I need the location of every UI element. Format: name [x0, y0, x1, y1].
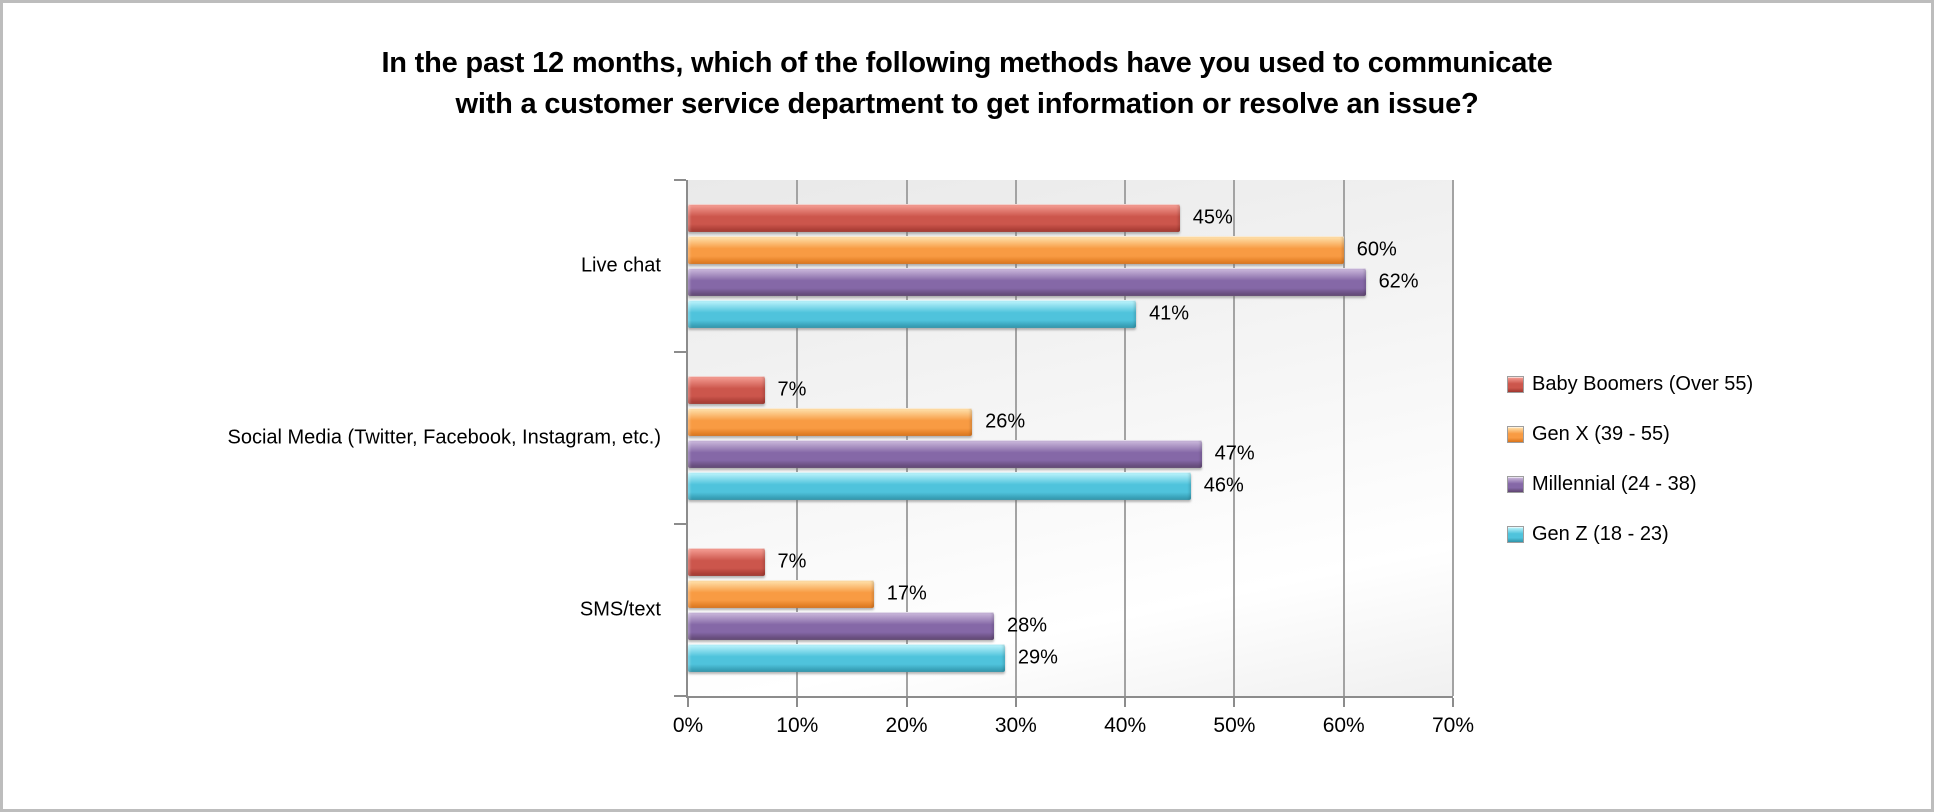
bar-value-label: 29% — [1017, 646, 1058, 669]
gridline — [1342, 180, 1345, 696]
bar-value-label: 7% — [777, 378, 807, 401]
x-axis-tick-label: 40% — [1104, 714, 1147, 737]
legend-swatch — [1507, 526, 1524, 543]
gridline — [1124, 180, 1127, 696]
y-axis-category-label: SMS/text — [579, 598, 661, 621]
bar-value-label: 45% — [1192, 206, 1233, 229]
legend-item-baby-boomers-over-55: Baby Boomers (Over 55) — [1507, 373, 1753, 396]
plot-area: 0% 10% 20% 30% 40% 50% 60% 70% Live chat 45% 60% 62… — [227, 179, 1474, 737]
bar-group-sms-text: 7% 17% 28% 29% — [688, 524, 1453, 696]
gridline — [1014, 180, 1017, 696]
x-axis-tick — [905, 698, 908, 707]
x-axis-tick — [1342, 698, 1345, 707]
bar-value-label: 60% — [1356, 238, 1397, 261]
bar-millennial-24-38-live-chat: 62% — [688, 267, 1419, 296]
legend-swatch — [1507, 426, 1524, 443]
bar-value-label: 47% — [1214, 442, 1255, 465]
bar-value-label: 17% — [886, 582, 927, 605]
bar-value-label: 7% — [777, 550, 807, 573]
gridline — [1233, 180, 1236, 696]
x-axis-tick — [796, 698, 799, 707]
x-axis-tick-label: 20% — [885, 714, 928, 737]
x-axis-tick-label: 70% — [1431, 714, 1475, 737]
bar-gen-z-18-23-sms-text: 29% — [688, 643, 1058, 672]
legend-swatch — [1507, 376, 1524, 393]
bar-gen-x-39-55-live-chat: 60% — [688, 235, 1397, 264]
x-axis-tick — [1124, 698, 1127, 707]
chart-title-line-1: In the past 12 months, which of the foll… — [381, 47, 1553, 79]
x-axis-tick-label: 0% — [672, 714, 704, 737]
chart-title-line-2: with a customer service department to ge… — [455, 88, 1479, 120]
legend: Baby Boomers (Over 55) Gen X (39 - 55) Mil… — [1507, 373, 1753, 546]
gridline — [1452, 180, 1454, 696]
legend-label: Gen X (39 - 55) — [1532, 423, 1670, 445]
bar-value-label: 62% — [1378, 270, 1419, 293]
x-axis-tick-label: 60% — [1322, 714, 1365, 737]
bar-baby-boomers-over-55-live-chat: 45% — [688, 203, 1233, 232]
bar-baby-boomers-over-55-sms-text: 7% — [688, 547, 806, 576]
x-axis-tick-label: 50% — [1213, 714, 1256, 737]
bar-millennial-24-38-social-media-twitter-facebook-instagram-etc: 47% — [688, 439, 1255, 468]
legend-label: Baby Boomers (Over 55) — [1532, 373, 1754, 395]
gridline — [796, 180, 799, 696]
bar-value-label: 46% — [1203, 474, 1244, 497]
bar-group-social-media-twitter-facebook-instagram-etc: 7% 26% 47% 46% — [688, 352, 1453, 524]
legend-item-gen-x-39-55: Gen X (39 - 55) — [1507, 423, 1753, 446]
x-axis-tick — [1014, 698, 1017, 707]
x-axis-tick — [687, 698, 689, 707]
chart-title: In the past 12 months, which of the foll… — [3, 43, 1931, 125]
legend-swatch — [1507, 476, 1524, 493]
y-axis-tick — [674, 351, 686, 353]
y-axis-category-label: Live chat — [580, 254, 661, 277]
bar-value-label: 26% — [985, 410, 1026, 433]
y-axis-tick — [674, 695, 686, 697]
x-axis-tick-label: 30% — [994, 714, 1037, 737]
gridline — [905, 180, 908, 696]
bar-gen-z-18-23-live-chat: 41% — [688, 299, 1189, 328]
bar-group-live-chat: 45% 60% 62% 41% — [688, 180, 1453, 352]
x-axis-tick-label: 10% — [776, 714, 819, 737]
bar-gen-z-18-23-social-media-twitter-facebook-instagram-etc: 46% — [688, 471, 1244, 500]
bar-baby-boomers-over-55-social-media-twitter-facebook-instagram-etc: 7% — [688, 375, 806, 404]
legend-label: Gen Z (18 - 23) — [1532, 523, 1669, 545]
y-axis-category-label: Social Media (Twitter, Facebook, Instagr… — [227, 426, 661, 449]
bar-millennial-24-38-sms-text: 28% — [688, 611, 1047, 640]
y-axis-tick — [674, 523, 686, 525]
bar-gen-x-39-55-social-media-twitter-facebook-instagram-etc: 26% — [688, 407, 1025, 436]
bar-gen-x-39-55-sms-text: 17% — [688, 579, 927, 608]
bar-value-label: 28% — [1007, 614, 1048, 637]
legend-item-millennial-24-38: Millennial (24 - 38) — [1507, 473, 1753, 496]
legend-item-gen-z-18-23: Gen Z (18 - 23) — [1507, 523, 1753, 546]
x-axis-tick — [1233, 698, 1236, 707]
legend-label: Millennial (24 - 38) — [1532, 473, 1697, 495]
bar-value-label: 41% — [1149, 302, 1190, 325]
x-axis-tick — [1452, 698, 1454, 707]
y-axis-tick — [674, 179, 686, 181]
